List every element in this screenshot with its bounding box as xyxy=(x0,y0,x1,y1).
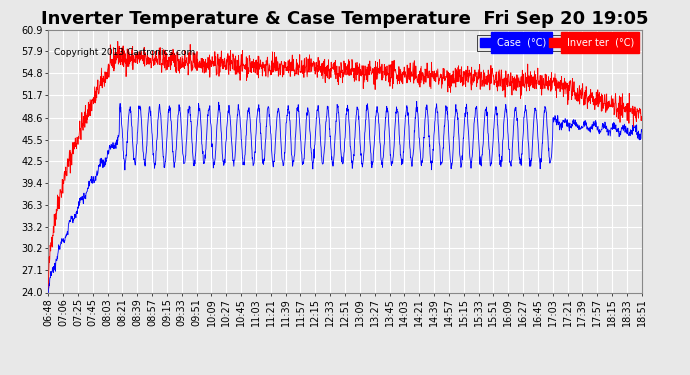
Text: Copyright 2013 Cartronics.com: Copyright 2013 Cartronics.com xyxy=(55,48,195,57)
Legend: Case  (°C), Inver ter  (°C): Case (°C), Inver ter (°C) xyxy=(477,35,637,51)
Title: Inverter Temperature & Case Temperature  Fri Sep 20 19:05: Inverter Temperature & Case Temperature … xyxy=(41,10,649,28)
